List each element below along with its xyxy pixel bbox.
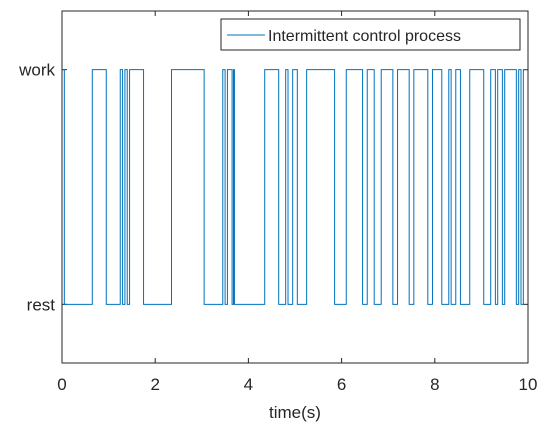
- y-tick-label: work: [18, 61, 55, 80]
- x-tick-label: 4: [244, 375, 253, 394]
- x-tick-label: 0: [57, 375, 66, 394]
- y-axis-ticks: rest work: [18, 61, 528, 314]
- legend-label: Intermittent control process: [268, 28, 461, 45]
- x-tick-label: 2: [150, 375, 159, 394]
- x-tick-label: 6: [337, 375, 346, 394]
- plot-frame: [61, 10, 529, 364]
- legend-box: [220, 18, 521, 51]
- x-tick-label: 10: [519, 375, 538, 394]
- legend: Intermittent control process: [220, 18, 521, 51]
- x-tick-label: 8: [430, 375, 439, 394]
- plot-area: [62, 11, 528, 363]
- series-line: [61, 69, 529, 305]
- x-axis-label: time(s): [269, 403, 321, 422]
- y-tick-label: rest: [27, 295, 56, 314]
